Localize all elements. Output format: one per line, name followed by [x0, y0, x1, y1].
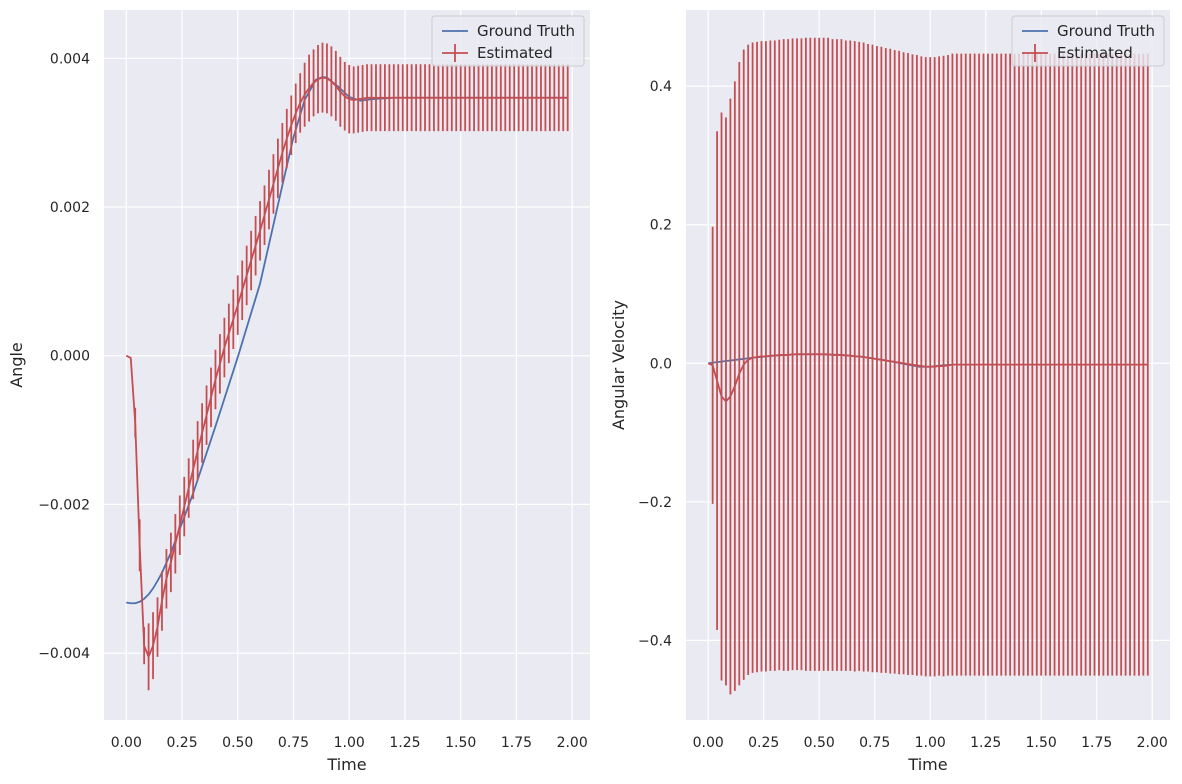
- x-tick-label: 0.00: [111, 735, 142, 751]
- y-tick-label: 0.004: [50, 51, 90, 67]
- legend-box: [431, 15, 585, 67]
- y-axis-label: Angular Velocity: [609, 300, 628, 430]
- legend-estimated-label: Estimated: [1057, 44, 1133, 62]
- estimated-line: [125, 76, 568, 660]
- y-tick-label: −0.2: [638, 495, 672, 511]
- x-tick-label: 0.00: [693, 735, 724, 751]
- x-tick-label: 0.25: [748, 735, 779, 751]
- x-axis-label: Time: [326, 755, 366, 774]
- x-tick-label: 2.00: [557, 735, 588, 751]
- angular-velocity-plot: 0.00 0.25 0.50 0.75 1.00 1.25 1.50 1.75 2.00 −0.4…: [609, 10, 1170, 774]
- y-tick-label: −0.4: [638, 633, 672, 649]
- y-tick-label: −0.002: [38, 497, 90, 513]
- x-tick-label: 1.00: [334, 735, 365, 751]
- plot-background: [104, 10, 590, 720]
- legend: Ground Truth Estimated: [1011, 15, 1165, 67]
- legend-estimated-label: Estimated: [477, 44, 553, 62]
- x-tick-label: 1.25: [389, 735, 420, 751]
- y-tick-label: −0.004: [38, 646, 90, 662]
- estimated-line: [707, 353, 1148, 403]
- x-tick-label: 1.75: [501, 735, 532, 751]
- x-tick-label: 0.50: [804, 735, 835, 751]
- y-tick-label: 0.4: [650, 79, 672, 95]
- angle-plot: 0.00 0.25 0.50 0.75 1.00 1.25 1.50 1.75 2.00 −0.0…: [7, 10, 590, 774]
- x-tick-label: 0.25: [166, 735, 197, 751]
- x-tick-label: 1.50: [445, 735, 476, 751]
- y-tick-label: 0.2: [650, 218, 672, 234]
- x-tick-label: 1.00: [915, 735, 946, 751]
- x-tick-label: 2.00: [1137, 735, 1168, 751]
- legend: Ground Truth Estimated: [431, 15, 585, 67]
- legend-ground-truth-label: Ground Truth: [477, 22, 575, 40]
- x-axis-label: Time: [907, 755, 947, 774]
- x-tick-label: 1.50: [1026, 735, 1057, 751]
- legend-box: [1011, 15, 1165, 67]
- x-tick-label: 0.75: [859, 735, 890, 751]
- y-axis-label: Angle: [7, 342, 26, 388]
- x-tick-label: 1.25: [970, 735, 1001, 751]
- y-tick-label: 0.000: [50, 349, 90, 365]
- x-tick-label: 1.75: [1081, 735, 1112, 751]
- y-tick-label: 0.0: [650, 356, 672, 372]
- legend-ground-truth-label: Ground Truth: [1057, 22, 1155, 40]
- y-tick-label: 0.002: [50, 200, 90, 216]
- x-tick-label: 0.75: [278, 735, 309, 751]
- x-tick-label: 0.50: [222, 735, 253, 751]
